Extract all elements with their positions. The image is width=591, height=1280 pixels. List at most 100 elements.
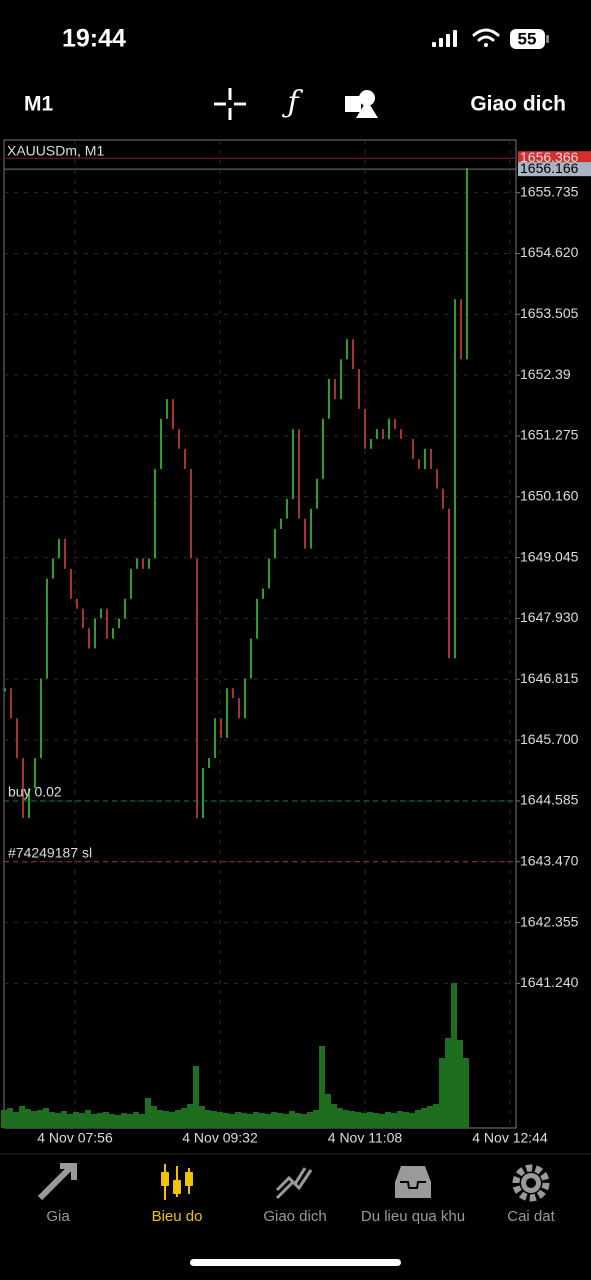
volume-bar: [223, 1113, 229, 1128]
volume-bar: [121, 1113, 127, 1128]
ask-label-box: [518, 162, 591, 177]
crosshair-button[interactable]: [214, 88, 246, 120]
nav-item[interactable]: Bieu do: [152, 1164, 203, 1225]
bottom-nav: Gia Bieu do Giao dich Du lieu qua khu Cai da…: [37, 1163, 556, 1225]
volume-bar: [79, 1113, 85, 1128]
chart-frame: [3, 139, 517, 1129]
y-tick-label: 1646.815: [520, 670, 579, 686]
volume-bar: [127, 1114, 133, 1128]
volume-bar: [439, 1058, 445, 1128]
volume-bar: [355, 1112, 361, 1128]
battery-tip: [546, 35, 549, 43]
volume-bar: [343, 1110, 349, 1128]
volume-bar: [31, 1111, 37, 1128]
nav-icon: [37, 1163, 77, 1201]
bid-label: 1656.366: [520, 149, 579, 165]
volume-bar: [205, 1110, 211, 1128]
volume-bar: [403, 1112, 409, 1128]
y-tick-label: 1643.470: [520, 852, 579, 868]
volume-bar: [103, 1112, 109, 1128]
volume-bar: [151, 1106, 157, 1128]
volume-bar: [253, 1112, 259, 1128]
volume-bar: [277, 1113, 283, 1128]
volume-bar: [19, 1106, 25, 1128]
ask-label: 1656.166: [520, 160, 579, 176]
volume-bar: [145, 1098, 151, 1128]
objects-button[interactable]: [345, 90, 378, 118]
order-label: #74249187 sl: [8, 844, 92, 860]
indicators-button[interactable]: ƒ: [281, 85, 303, 120]
volume-bar: [337, 1108, 343, 1128]
volume-bar: [415, 1110, 421, 1128]
nav-icon: [400, 1181, 426, 1189]
volume-bar: [109, 1114, 115, 1128]
chart-title: XAUUSDm, M1: [7, 143, 104, 159]
volume-bar: [73, 1112, 79, 1128]
volume-bar: [373, 1113, 379, 1128]
nav-label: Gia: [46, 1208, 70, 1225]
volume-bar: [463, 1058, 469, 1128]
nav-label: Du lieu qua khu: [361, 1208, 465, 1225]
volume-bar: [91, 1114, 97, 1128]
y-tick-label: 1642.355: [520, 913, 579, 929]
volume-bar: [199, 1106, 205, 1128]
nav-icon: [512, 1164, 550, 1202]
volume-bar: [163, 1111, 169, 1128]
volume-bar: [445, 1038, 451, 1128]
y-tick-label: 1645.700: [520, 731, 579, 747]
battery-level: 55: [518, 29, 537, 48]
x-tick-label: 4 Nov 07:56: [37, 1130, 113, 1146]
volume-bar: [349, 1111, 355, 1128]
nav-label: Giao dich: [263, 1208, 326, 1225]
volume-bar: [283, 1114, 289, 1128]
volume-bar: [115, 1115, 121, 1128]
volume-bar: [331, 1104, 337, 1128]
volume-bar: [457, 1040, 463, 1128]
nav-label: Bieu do: [152, 1208, 203, 1225]
volume-bar: [55, 1113, 61, 1128]
volume-bar: [265, 1114, 271, 1128]
volume-bar: [379, 1114, 385, 1128]
nav-item[interactable]: Giao dich: [263, 1167, 327, 1225]
volume-bar: [325, 1094, 331, 1128]
volume-bar: [217, 1112, 223, 1128]
volume-bar: [367, 1112, 373, 1128]
volume-bar: [259, 1113, 265, 1128]
nav-icon: [173, 1180, 181, 1194]
home-indicator: [190, 1259, 401, 1266]
chart: 1655.735 1654.620 1653.505 1652.39 1651.275 1…: [1, 140, 591, 1146]
volume-bar: [433, 1104, 439, 1128]
battery-icon: [510, 29, 545, 49]
volume-bar: [385, 1112, 391, 1128]
volume-bar: [451, 983, 457, 1128]
nav-item[interactable]: Gia: [37, 1163, 77, 1225]
volume-bar: [7, 1108, 13, 1128]
volume-bar: [307, 1112, 313, 1128]
trade-button[interactable]: Giao dich: [470, 93, 566, 116]
x-tick-label: 4 Nov 11:08: [328, 1130, 403, 1146]
nav-icon: [526, 1178, 536, 1188]
volume-bar: [319, 1046, 325, 1128]
nav-icon: [275, 1167, 313, 1200]
volume-bar: [301, 1114, 307, 1128]
y-tick-label: 1641.240: [520, 974, 579, 990]
y-tick-label: 1651.275: [520, 427, 579, 443]
volume-bar: [13, 1112, 19, 1128]
y-tick-label: 1647.930: [520, 609, 579, 625]
volume-bar: [289, 1111, 295, 1128]
timeframe-button[interactable]: M1: [24, 93, 53, 116]
x-tick-label: 4 Nov 09:32: [182, 1130, 258, 1146]
volume-bar: [175, 1110, 181, 1128]
nav-icon: [161, 1172, 169, 1186]
y-tick-label: 1649.045: [520, 548, 579, 564]
volume-bar: [421, 1108, 427, 1128]
nav-item[interactable]: Du lieu qua khu: [361, 1166, 465, 1225]
volume-bar: [271, 1112, 277, 1128]
nav-icon: [395, 1166, 431, 1198]
bid-label-box: [518, 151, 591, 166]
volume-bar: [139, 1114, 145, 1128]
nav-label: Cai dat: [507, 1208, 555, 1225]
volume-bar: [241, 1113, 247, 1128]
nav-item[interactable]: Cai dat: [507, 1164, 556, 1225]
volume-bar: [67, 1114, 73, 1128]
